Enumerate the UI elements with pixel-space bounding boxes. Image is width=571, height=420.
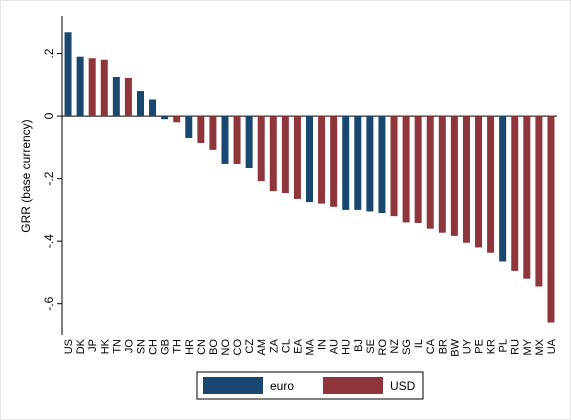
bar bbox=[438, 116, 446, 233]
x-tick-label: UY bbox=[461, 338, 473, 354]
bar bbox=[257, 116, 265, 182]
x-tick-label: AM bbox=[256, 339, 268, 356]
x-tick-label: JO bbox=[123, 339, 135, 354]
bar bbox=[462, 116, 470, 243]
bar bbox=[100, 59, 108, 117]
bar bbox=[185, 116, 193, 138]
y-axis-label: GRR (base currency) bbox=[19, 119, 33, 232]
x-tick-label: TH bbox=[172, 339, 184, 354]
x-tick-label: UA bbox=[546, 338, 558, 354]
legend-label: euro bbox=[270, 379, 294, 393]
x-tick-label: CH bbox=[148, 339, 160, 355]
y-tick-label: -.2 bbox=[42, 171, 56, 185]
x-tick-label: BO bbox=[208, 339, 220, 355]
y-tick-label: -.6 bbox=[42, 296, 56, 310]
x-tick-label: BR bbox=[437, 339, 449, 354]
x-tick-label: TN bbox=[111, 339, 123, 354]
legend-box bbox=[196, 371, 424, 400]
bar bbox=[402, 116, 410, 223]
x-tick-label: DK bbox=[75, 338, 87, 354]
bar bbox=[487, 116, 495, 253]
bar bbox=[161, 116, 169, 120]
x-tick-label: HR bbox=[184, 339, 196, 355]
bar bbox=[535, 116, 543, 287]
bar bbox=[173, 116, 181, 123]
bar bbox=[378, 116, 386, 214]
x-tick-label: JP bbox=[87, 339, 99, 352]
x-tick-label: EA bbox=[292, 338, 304, 353]
bar bbox=[88, 58, 96, 117]
x-tick-label: IL bbox=[413, 339, 425, 348]
x-tick-label: CN bbox=[196, 339, 208, 355]
x-tick-label: SN bbox=[135, 339, 147, 354]
y-tick-label: .2 bbox=[42, 48, 56, 58]
bar bbox=[450, 116, 458, 236]
x-tick-label: SG bbox=[401, 339, 413, 355]
bar bbox=[499, 116, 507, 262]
x-tick-label: KR bbox=[486, 339, 498, 354]
bar bbox=[269, 116, 277, 192]
bar bbox=[547, 116, 555, 323]
bar bbox=[523, 116, 531, 279]
bar bbox=[414, 116, 422, 224]
x-tick-label: AU bbox=[329, 339, 341, 354]
legend-swatch bbox=[323, 377, 383, 394]
bar bbox=[221, 116, 229, 164]
bar bbox=[426, 116, 434, 229]
bar bbox=[112, 76, 120, 117]
x-tick-label: US bbox=[63, 339, 75, 354]
bar bbox=[209, 116, 217, 150]
legend-swatch bbox=[203, 377, 263, 394]
x-tick-label: PE bbox=[474, 339, 486, 354]
x-tick-label: NO bbox=[220, 339, 232, 356]
x-tick-label: RO bbox=[377, 339, 389, 356]
x-tick-label: IN bbox=[317, 339, 329, 350]
x-tick-label: MX bbox=[534, 338, 546, 355]
bar bbox=[197, 116, 205, 143]
bar bbox=[342, 116, 350, 210]
bar bbox=[354, 116, 362, 210]
bar bbox=[245, 116, 253, 168]
legend-label: USD bbox=[390, 379, 416, 393]
x-tick-label: MA bbox=[305, 338, 317, 355]
x-tick-label: BJ bbox=[353, 339, 365, 352]
bar bbox=[64, 32, 72, 117]
bar bbox=[511, 116, 519, 271]
bar bbox=[136, 91, 144, 117]
bar bbox=[330, 116, 338, 207]
x-tick-label: ZA bbox=[268, 338, 280, 353]
bar bbox=[366, 116, 374, 212]
bar bbox=[149, 99, 157, 117]
bar bbox=[306, 116, 313, 203]
x-tick-label: CL bbox=[280, 339, 292, 353]
x-tick-label: CA bbox=[425, 338, 437, 354]
x-tick-label: MY bbox=[522, 338, 534, 355]
y-tick-label: 0 bbox=[42, 112, 56, 119]
x-tick-label: NZ bbox=[389, 339, 401, 354]
bar bbox=[124, 77, 132, 117]
bar bbox=[233, 116, 241, 164]
bar bbox=[390, 116, 398, 217]
bar bbox=[475, 116, 483, 248]
bar bbox=[281, 116, 289, 194]
x-tick-label: CO bbox=[232, 339, 244, 356]
x-tick-label: CZ bbox=[244, 339, 256, 354]
bar bbox=[76, 56, 84, 117]
y-tick-label: -.4 bbox=[42, 234, 56, 248]
x-tick-label: HU bbox=[341, 339, 353, 355]
x-tick-label: SE bbox=[365, 339, 377, 354]
bar bbox=[318, 116, 326, 204]
x-tick-label: PL bbox=[498, 339, 510, 352]
x-tick-label: HK bbox=[99, 338, 111, 354]
x-tick-label: GB bbox=[160, 339, 172, 355]
bar bbox=[293, 116, 301, 199]
x-tick-label: RU bbox=[510, 339, 522, 355]
x-tick-label: BW bbox=[449, 338, 461, 356]
